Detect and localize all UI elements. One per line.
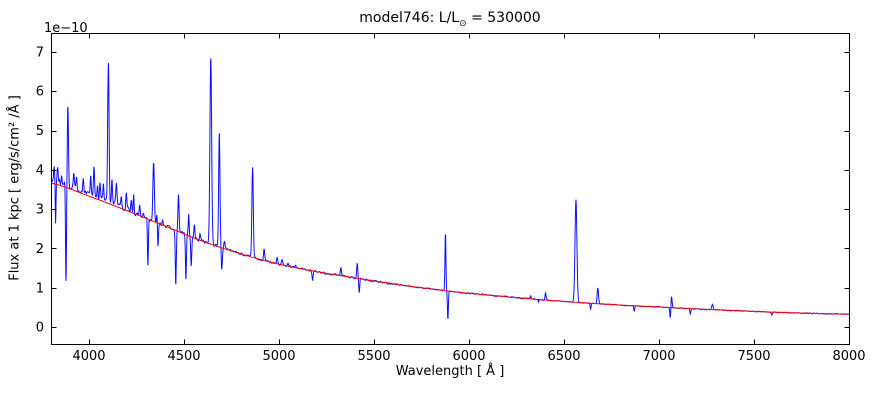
y-tick-label: 2 [36, 242, 44, 257]
plot-title: model746: L/L⊙ = 530000 [40, 10, 860, 29]
y-tick-label: 5 [36, 124, 44, 139]
axes-frame [51, 33, 850, 345]
x-tick-label: 4500 [167, 349, 200, 364]
plot-title-value: = 530000 [466, 10, 541, 26]
y-tick-label: 4 [36, 163, 44, 178]
x-tick-label: 7500 [737, 349, 770, 364]
y-tick-label: 6 [36, 85, 44, 100]
x-tick-label: 7000 [642, 349, 675, 364]
y-tick-label: 3 [36, 203, 44, 218]
y-axis-label: Flux at 1 kpc [ erg/s/cm² /Å ] [7, 95, 23, 281]
x-tick-label: 8000 [832, 349, 865, 364]
x-tick-label: 6000 [452, 349, 485, 364]
y-axis-offset-label: 1e−10 [44, 21, 88, 36]
x-tick-label: 5500 [357, 349, 390, 364]
y-tick-label: 1 [36, 281, 44, 296]
spectrum-line [50, 58, 849, 319]
y-tick-label: 0 [36, 321, 44, 336]
x-axis-label: Wavelength [ Å ] [395, 364, 505, 379]
continuum-line [50, 182, 849, 315]
plot-title-text: model746: L/L [359, 10, 460, 26]
x-tick-label: 6500 [547, 349, 580, 364]
x-tick-label: 4000 [72, 349, 105, 364]
x-tick-label: 5000 [262, 349, 295, 364]
y-tick-label: 7 [36, 45, 44, 60]
sun-symbol: ⊙ [459, 19, 467, 29]
